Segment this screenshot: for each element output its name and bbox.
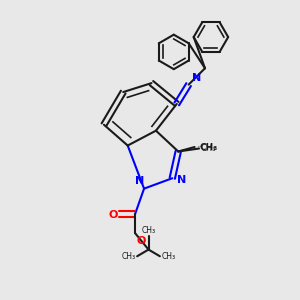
Text: N: N bbox=[177, 175, 186, 185]
Text: O: O bbox=[136, 236, 146, 246]
Text: CH₃: CH₃ bbox=[122, 252, 136, 261]
Text: N: N bbox=[135, 176, 144, 186]
Text: CH₃: CH₃ bbox=[142, 226, 156, 235]
Text: CH₃: CH₃ bbox=[161, 252, 176, 261]
Text: CH₃: CH₃ bbox=[200, 144, 216, 153]
Text: N: N bbox=[192, 73, 201, 83]
Text: O: O bbox=[109, 210, 118, 220]
Text: methyl: methyl bbox=[198, 146, 203, 147]
Text: CH₃: CH₃ bbox=[199, 142, 217, 152]
